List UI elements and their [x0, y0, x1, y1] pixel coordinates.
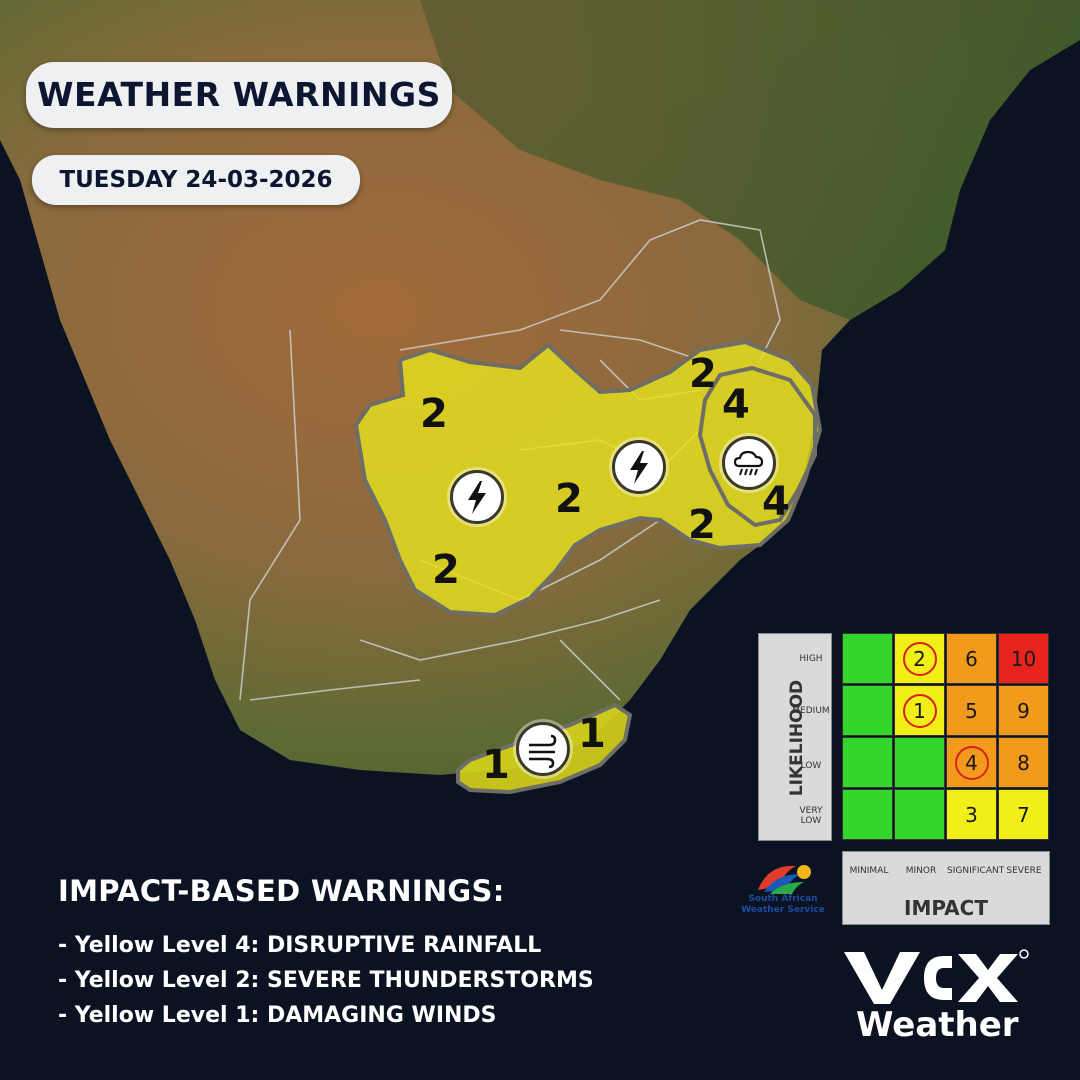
- impact-axis: MINIMAL MINOR SIGNIFICANT SEVERE IMPACT: [842, 851, 1050, 925]
- matrix-cell-value: 3: [965, 803, 978, 827]
- warning-zone-kzn-rainfall: [697, 365, 817, 528]
- zone-level-label: 2: [420, 391, 448, 437]
- matrix-cell: 8: [998, 737, 1049, 788]
- matrix-cell: [894, 737, 945, 788]
- zone-level-label: 4: [762, 479, 790, 525]
- legend-item: - Yellow Level 2: SEVERE THUNDERSTORMS: [58, 968, 594, 993]
- matrix-cell: [842, 685, 893, 736]
- matrix-cell: [842, 789, 893, 840]
- forecast-date: TUESDAY 24-03-2026: [32, 155, 360, 205]
- likelihood-level: LOW: [800, 761, 822, 771]
- zone-level-label: 4: [722, 382, 750, 428]
- legend-list: - Yellow Level 4: DISRUPTIVE RAINFALL - …: [58, 928, 594, 1033]
- impact-level: SEVERE: [1006, 866, 1042, 876]
- vox-weather-wordmark: Weather: [856, 1005, 1019, 1045]
- matrix-cell-value: 5: [965, 699, 978, 723]
- matrix-cell: 2: [894, 633, 945, 684]
- zone-level-label: 2: [432, 547, 460, 593]
- legend-item: - Yellow Level 4: DISRUPTIVE RAINFALL: [58, 933, 542, 958]
- page-title: WEATHER WARNINGS: [26, 62, 452, 128]
- matrix-cell: [894, 789, 945, 840]
- zone-level-label: 2: [689, 351, 717, 397]
- matrix-cell: 10: [998, 633, 1049, 684]
- impact-level: SIGNIFICANT: [947, 866, 1005, 876]
- matrix-cell: 1: [894, 685, 945, 736]
- matrix-cell: 6: [946, 633, 997, 684]
- matrix-cell-value: 1: [902, 694, 937, 728]
- matrix-cell: 4: [946, 737, 997, 788]
- zone-level-label: 2: [555, 476, 583, 522]
- lightning-icon: [612, 440, 666, 494]
- zone-level-label: 1: [578, 711, 606, 757]
- matrix-cell: [842, 633, 893, 684]
- impact-level: MINOR: [905, 866, 937, 876]
- northern-vegetation: [420, 0, 1080, 320]
- matrix-cell: 9: [998, 685, 1049, 736]
- likelihood-level: MEDIUM: [792, 706, 830, 716]
- saws-logo: [758, 865, 811, 894]
- lightning-icon: [450, 470, 504, 524]
- matrix-cell-value: 4: [954, 746, 989, 780]
- legend-title: IMPACT-BASED WARNINGS:: [58, 874, 505, 908]
- likelihood-axis: LIKELIHOOD HIGH MEDIUM LOW VERY LOW: [758, 633, 832, 841]
- matrix-cell-value: 6: [965, 647, 978, 671]
- matrix-cell: [842, 737, 893, 788]
- matrix-cell-value: 9: [1017, 699, 1030, 723]
- wind-icon: [516, 722, 570, 776]
- likelihood-level: VERY LOW: [799, 806, 823, 826]
- zone-level-label: 1: [482, 742, 510, 788]
- matrix-cell-value: 8: [1017, 751, 1030, 775]
- rain-cloud-icon: [722, 436, 776, 490]
- zone-level-label: 2: [688, 502, 716, 548]
- matrix-cell: 5: [946, 685, 997, 736]
- matrix-cell-value: 7: [1017, 803, 1030, 827]
- matrix-cell: 3: [946, 789, 997, 840]
- legend-item: - Yellow Level 1: DAMAGING WINDS: [58, 1003, 497, 1028]
- matrix-cell-value: 2: [902, 642, 937, 676]
- matrix-cell: 7: [998, 789, 1049, 840]
- saws-name: South African Weather Service: [741, 894, 825, 915]
- likelihood-level: HIGH: [799, 654, 823, 664]
- impact-axis-title: IMPACT: [904, 896, 988, 920]
- matrix-cell-value: 10: [1010, 647, 1037, 671]
- risk-matrix: 2 6 10 1 5 9 4 8 3 7: [842, 633, 1050, 841]
- vox-logo: [844, 949, 1029, 1004]
- impact-level: MINIMAL: [849, 866, 889, 876]
